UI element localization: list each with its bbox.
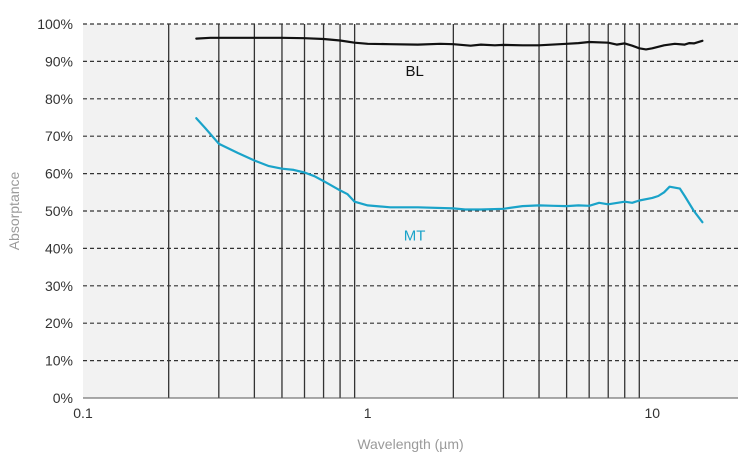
x-tick-label: 10	[645, 405, 661, 421]
y-tick-label: 60%	[45, 166, 73, 182]
x-axis-label: Wavelength (µm)	[357, 436, 463, 452]
y-tick-label: 0%	[53, 390, 73, 406]
y-tick-label: 40%	[45, 240, 73, 256]
grid	[83, 23, 738, 399]
series-label-bl: BL	[405, 63, 423, 80]
y-tick-label: 80%	[45, 91, 73, 107]
series-line-bl	[195, 36, 704, 51]
y-tick-label: 70%	[45, 128, 73, 144]
series-line-mt	[195, 117, 704, 224]
plot-area	[83, 24, 738, 398]
tick-labels: 0% 10% 20% 30% 40% 50% 60% 70% 80% 90% 100% 0.1 1 10	[37, 16, 660, 421]
y-tick-label: 100%	[37, 16, 73, 32]
y-tick-label: 90%	[45, 53, 73, 69]
series	[195, 36, 704, 224]
annotations: BL MT	[404, 63, 426, 245]
series-label-mt: MT	[404, 227, 426, 244]
x-tick-label: 1	[364, 405, 372, 421]
y-tick-label: 30%	[45, 278, 73, 294]
x-tick-label: 0.1	[73, 405, 93, 421]
y-axis-label: Absorptance	[6, 171, 22, 250]
y-tick-label: 20%	[45, 315, 73, 331]
y-tick-label: 50%	[45, 203, 73, 219]
y-tick-label: 10%	[45, 353, 73, 369]
